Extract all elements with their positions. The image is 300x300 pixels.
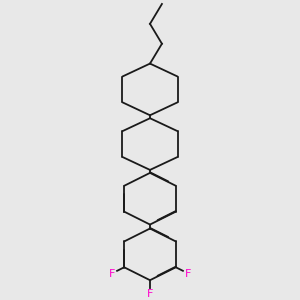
Text: F: F [147, 289, 153, 299]
Text: F: F [185, 268, 191, 278]
Text: F: F [109, 268, 115, 278]
